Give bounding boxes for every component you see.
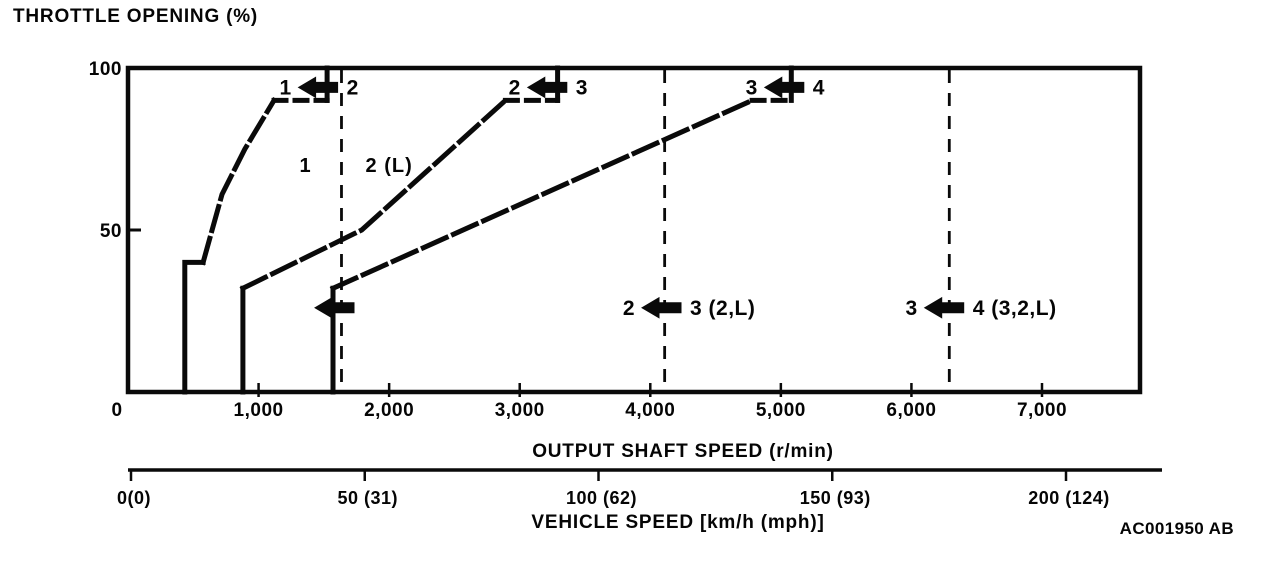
arrow-coast-1-2 (314, 296, 355, 319)
region-label-2: 2 (L) (366, 155, 413, 177)
speed-tick-label-0: 0(0) (117, 488, 151, 508)
arrow-coast-3-4-left-label: 3 (906, 297, 918, 320)
arrow-2-from-3-top-left-label: 2 (509, 76, 521, 99)
plot-border (125, 65, 1143, 395)
region-label-1: 1 (300, 155, 312, 177)
x-tick-label-1000: 1,000 (234, 400, 284, 421)
arrow-3-from-4-top-right-label: 4 (813, 76, 825, 99)
arrow-coast-3-4 (923, 296, 965, 319)
chart-title: THROTTLE OPENING (%) (13, 6, 259, 27)
y-tick-label-50: 50 (100, 221, 122, 242)
x-tick-label-6000: 6,000 (886, 400, 936, 421)
arrow-coast-2-3-left-label: 2 (623, 297, 635, 320)
x-axis-caption: OUTPUT SHAFT SPEED (r/min) (532, 441, 834, 462)
arrow-3-from-4-top (763, 76, 805, 99)
downshift-3-to-2-seg2 (239, 96, 509, 292)
arrow-3-from-4-top-left-label: 3 (746, 76, 758, 99)
x-tick-label-4000: 4,000 (625, 400, 675, 421)
downshift-2-to-1-seg1 (182, 259, 206, 395)
x-tick-label-2000: 2,000 (364, 400, 414, 421)
speed-tick-label-50: 50 (31) (337, 488, 398, 508)
arrow-1-from-2-top (297, 76, 339, 99)
x-tick-label-0: 0 (111, 400, 122, 421)
downshift-4-to-3-seg2 (329, 97, 756, 292)
arrow-1-from-2-top-right-label: 2 (347, 76, 359, 99)
speed-tick-label-100: 100 (62) (566, 488, 637, 508)
arrow-2-from-3-top-right-label: 3 (576, 76, 588, 99)
arrow-coast-2-3 (641, 296, 682, 319)
y-tick-label-100: 100 (89, 59, 122, 80)
x-tick-label-3000: 3,000 (495, 400, 545, 421)
arrow-coast-2-3-right-label: 3 (2,L) (690, 297, 755, 320)
speed-tick-label-150: 150 (93) (800, 488, 871, 508)
downshift-2-to-1-seg2 (200, 96, 278, 266)
arrow-2-from-3-top (526, 76, 568, 99)
arrow-1-from-2-top-left-label: 1 (279, 76, 291, 99)
x-tick-label-7000: 7,000 (1017, 400, 1067, 421)
x-tick-label-5000: 5,000 (756, 400, 806, 421)
speed-tick-label-200: 200 (124) (1028, 488, 1110, 508)
figure-code: AC001950 AB (1119, 519, 1234, 538)
speed-axis-caption: VEHICLE SPEED [km/h (mph)] (531, 512, 824, 533)
arrow-coast-3-4-right-label: 4 (3,2,L) (973, 297, 1057, 320)
